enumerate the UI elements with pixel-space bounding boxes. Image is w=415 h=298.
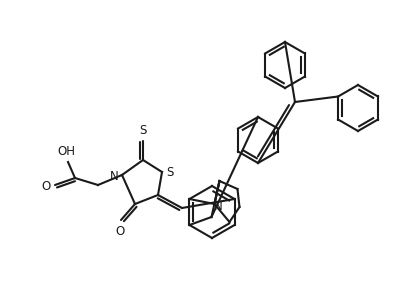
Text: N: N [110,170,119,184]
Text: O: O [115,225,124,238]
Text: S: S [139,124,146,137]
Text: O: O [42,181,51,193]
Text: S: S [166,165,173,179]
Text: OH: OH [57,145,75,158]
Text: N: N [213,200,222,213]
